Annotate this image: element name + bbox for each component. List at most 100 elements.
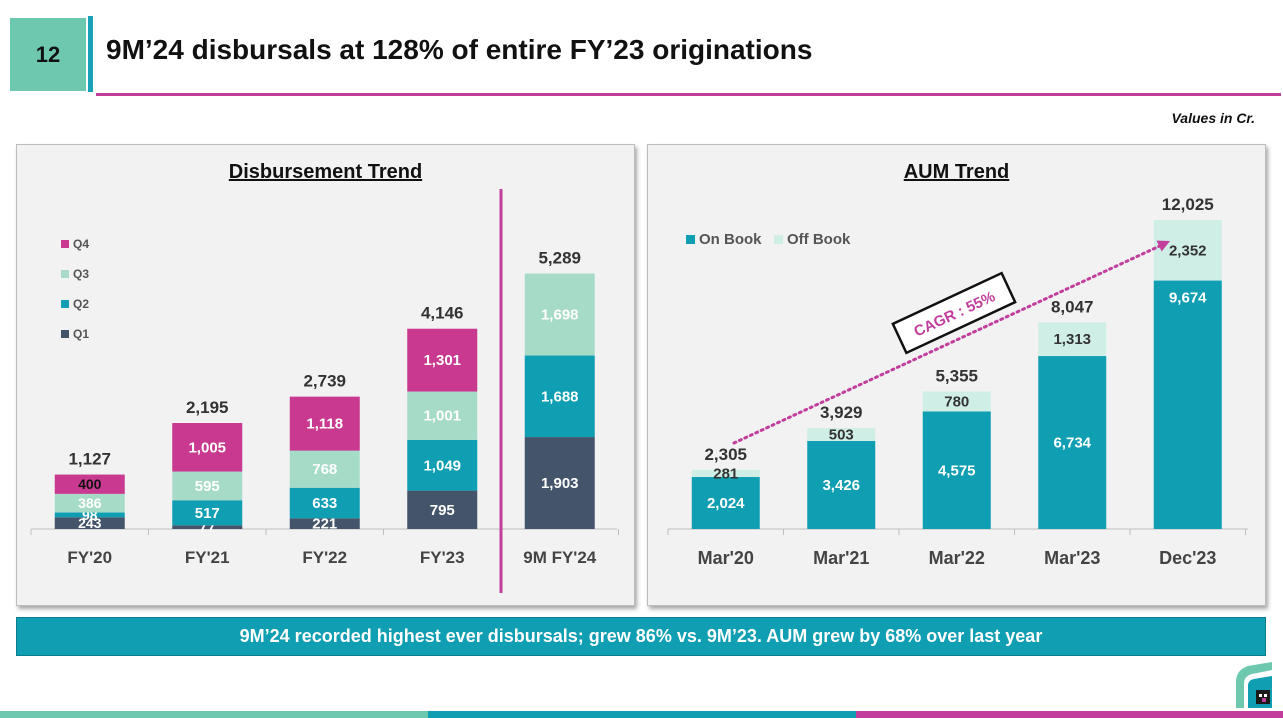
x-tick-label-2: FY'22 (302, 548, 347, 567)
total-label-1: 2,195 (186, 398, 229, 417)
disbursement-trend-chart: Q4Q3Q2Q1243983864001,127FY'20775175951,0… (30, 189, 619, 593)
legend-label-on-book: On Book (699, 231, 762, 248)
data-label-q4-0: 400 (78, 476, 102, 492)
data-label-q4-1: 1,005 (188, 439, 226, 456)
bar-q1-2 (289, 518, 360, 529)
total-label-3: 8,047 (1051, 297, 1094, 316)
legend-swatch-off-book (774, 235, 783, 244)
data-label-off-book-4: 2,352 (1169, 242, 1207, 259)
total-label-3: 4,146 (421, 304, 464, 323)
total-label-0: 1,127 (68, 450, 111, 469)
x-tick-label-1: Mar'21 (813, 548, 869, 568)
x-tick-label-1: FY'21 (185, 548, 230, 567)
bar-on-book-2 (922, 411, 991, 529)
total-label-4: 12,025 (1162, 195, 1214, 214)
data-label-q3-2: 768 (312, 461, 337, 478)
legend-swatch-q2 (61, 300, 69, 308)
aum-chart-title: AUM Trend (903, 161, 1010, 183)
bar-q4-1 (172, 423, 243, 472)
data-label-on-book-1: 3,426 (822, 477, 860, 494)
bar-off-book-3 (1038, 322, 1107, 357)
legend-swatch-on-book (686, 235, 695, 244)
bar-off-book-2 (922, 391, 991, 412)
bar-off-book-1 (807, 428, 876, 442)
data-label-off-book-3: 1,313 (1053, 331, 1091, 348)
bar-q4-3 (407, 328, 478, 392)
disbursement-chart-title: Disbursement Trend (228, 161, 423, 183)
page-title: 9M’24 disbursals at 128% of entire FY’23… (106, 34, 813, 65)
bar-q3-4 (524, 273, 595, 356)
bar-q4-0 (54, 474, 125, 494)
cagr-annotation-box (891, 271, 1017, 355)
x-tick-label-0: FY'20 (67, 548, 112, 567)
bar-q1-3 (407, 490, 478, 529)
data-label-q3-4: 1,698 (541, 307, 579, 324)
bar-on-book-1 (807, 441, 876, 529)
data-label-off-book-0: 281 (713, 465, 738, 482)
x-tick-label-4: Dec'23 (1159, 548, 1216, 568)
bar-q1-0 (54, 517, 125, 529)
footer-segment-green (0, 711, 428, 718)
bar-q1-4 (524, 437, 595, 529)
units-note: Values in Cr. (1171, 110, 1255, 126)
data-label-on-book-4: 9,674 (1169, 290, 1207, 307)
footer-segment-teal (428, 711, 856, 718)
bar-on-book-4 (1153, 280, 1222, 529)
legend-label-off-book: Off Book (787, 231, 851, 248)
data-label-on-book-0: 2,024 (707, 495, 745, 512)
data-label-q2-4: 1,688 (541, 388, 579, 405)
x-tick-label-3: Mar'23 (1044, 548, 1100, 568)
total-label-0: 2,305 (704, 445, 747, 464)
legend-swatch-q4 (61, 240, 69, 248)
x-tick-label-3: FY'23 (420, 548, 465, 567)
data-label-q2-2: 633 (312, 495, 337, 512)
total-label-1: 3,929 (820, 403, 863, 422)
bar-off-book-0 (691, 469, 760, 478)
x-tick-label-2: Mar'22 (929, 548, 985, 568)
data-label-q1-3: 795 (430, 502, 455, 519)
data-label-on-book-3: 6,734 (1053, 435, 1091, 452)
legend-swatch-q3 (61, 270, 69, 278)
summary-banner: 9M’24 recorded highest ever disbursals; … (16, 617, 1266, 656)
bar-q2-0 (54, 512, 125, 518)
data-label-q3-3: 1,001 (423, 408, 461, 425)
data-label-on-book-2: 4,575 (938, 462, 976, 479)
data-label-q3-0: 386 (78, 495, 102, 511)
data-label-q2-1: 517 (195, 505, 220, 522)
x-tick-label-4: 9M FY'24 (523, 548, 597, 567)
legend-label-q1: Q1 (73, 327, 89, 341)
legend-label-q4: Q4 (73, 237, 89, 251)
bar-q3-2 (289, 450, 360, 488)
legend-label-q2: Q2 (73, 297, 89, 311)
bar-q2-4 (524, 355, 595, 438)
bar-q3-0 (54, 493, 125, 513)
legend-label-q3: Q3 (73, 267, 89, 281)
data-label-q4-2: 1,118 (306, 416, 343, 433)
title-underline (96, 93, 1281, 96)
slide-number: 12 (10, 18, 86, 91)
footer-strip (0, 711, 1283, 718)
bar-q3-1 (172, 471, 243, 501)
data-label-off-book-1: 503 (829, 427, 854, 444)
total-label-2: 5,355 (935, 366, 978, 385)
footer-segment-magenta (856, 711, 1283, 718)
legend-swatch-q1 (61, 330, 69, 338)
data-label-q1-4: 1,903 (541, 475, 579, 492)
bar-off-book-4 (1153, 220, 1222, 281)
data-label-q4-3: 1,301 (423, 352, 461, 369)
total-label-2: 2,739 (303, 372, 346, 391)
data-label-off-book-2: 780 (944, 393, 969, 410)
bar-on-book-0 (691, 477, 760, 529)
bar-q3-3 (407, 391, 478, 440)
data-label-q2-3: 1,049 (423, 457, 461, 474)
company-logo-icon (1236, 662, 1272, 708)
disbursement-trend-panel: Disbursement Trend Q4 Q3 Q2 Q1 243 98 386 400 1,… (16, 144, 635, 606)
x-tick-label-0: Mar'20 (698, 548, 754, 568)
total-label-4: 5,289 (538, 249, 581, 268)
bar-q2-1 (172, 500, 243, 526)
cagr-trend-arrow-line (732, 242, 1166, 445)
bar-q2-2 (289, 487, 360, 519)
aum-trend-panel: AUM Trend On Book Off Book 2,024 281 2,305 Ma… (647, 144, 1266, 606)
data-label-q1-2: 221 (312, 516, 337, 533)
